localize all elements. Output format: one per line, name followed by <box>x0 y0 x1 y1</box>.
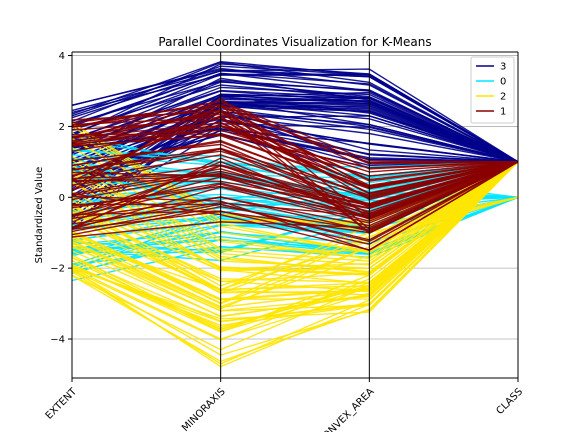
series-1 <box>71 97 519 252</box>
series-2-line-12-3 <box>71 161 519 341</box>
series-1-line-14-3 <box>71 110 519 234</box>
series-2-line-13-2 <box>71 161 519 304</box>
series-2-line-14-0 <box>71 196 519 287</box>
series-2-line-13-1 <box>71 161 519 310</box>
series-1-line-14-2 <box>71 97 519 220</box>
series-1-line-9-3 <box>71 161 519 251</box>
series-1-line-13-2 <box>71 161 519 219</box>
series-3-line-1-3 <box>71 61 519 163</box>
series-1-line-5-2 <box>71 161 519 205</box>
series-2-line-14-2 <box>71 196 519 291</box>
series-2-line-3-2 <box>71 161 519 270</box>
series-3-line-10-3 <box>71 100 519 164</box>
series-1-line-0-3 <box>71 106 519 164</box>
axes-layer <box>71 51 519 379</box>
legend-label-2: 2 <box>500 92 506 103</box>
series-1-line-13-3 <box>71 161 519 229</box>
series-1-line-9-2 <box>71 161 519 245</box>
legend: 3 0 2 1 <box>470 56 515 124</box>
legend-box <box>470 56 515 124</box>
y-tick-label: 0 <box>59 193 65 204</box>
legend-label-0: 0 <box>500 77 506 88</box>
series-2-line-12-0 <box>71 161 519 333</box>
series-2-line-13-3 <box>71 161 519 308</box>
series-1-line-6-3 <box>71 161 519 222</box>
series-3-line-8-2 <box>71 95 519 192</box>
y-tick-label: −4 <box>50 335 65 346</box>
series-1-line-11-2 <box>71 133 519 169</box>
series-1-line-12-2 <box>71 116 519 189</box>
series-3-line-2-3 <box>71 73 519 163</box>
series-3-line-11-1 <box>71 123 519 192</box>
series-1-line-10-2 <box>71 161 519 210</box>
y-axis-label: Standardized Value <box>34 167 45 264</box>
series-3-line-3-1 <box>71 81 519 163</box>
data-lines-layer <box>71 60 519 368</box>
y-tick-label: −2 <box>50 264 65 275</box>
series-2-line-12-2 <box>71 161 519 329</box>
series-2-line-2-3 <box>71 161 519 260</box>
series-1-line-7-2 <box>71 161 519 230</box>
chart-title: Parallel Coordinates Visualization for K… <box>158 35 431 49</box>
series-2-line-11-3 <box>71 161 519 368</box>
series-2-line-14-3 <box>71 196 519 291</box>
y-tick-label: 4 <box>59 51 65 62</box>
legend-label-3: 3 <box>500 62 506 73</box>
series-1-line-8-3 <box>71 161 519 238</box>
legend-label-1: 1 <box>500 107 506 118</box>
series-1-line-12-3 <box>71 110 519 201</box>
series-3-line-9-2 <box>71 103 519 226</box>
series-2-line-7-3 <box>71 161 519 309</box>
series-2-line-10-0 <box>71 161 519 340</box>
y-tick-label: 2 <box>59 122 65 133</box>
